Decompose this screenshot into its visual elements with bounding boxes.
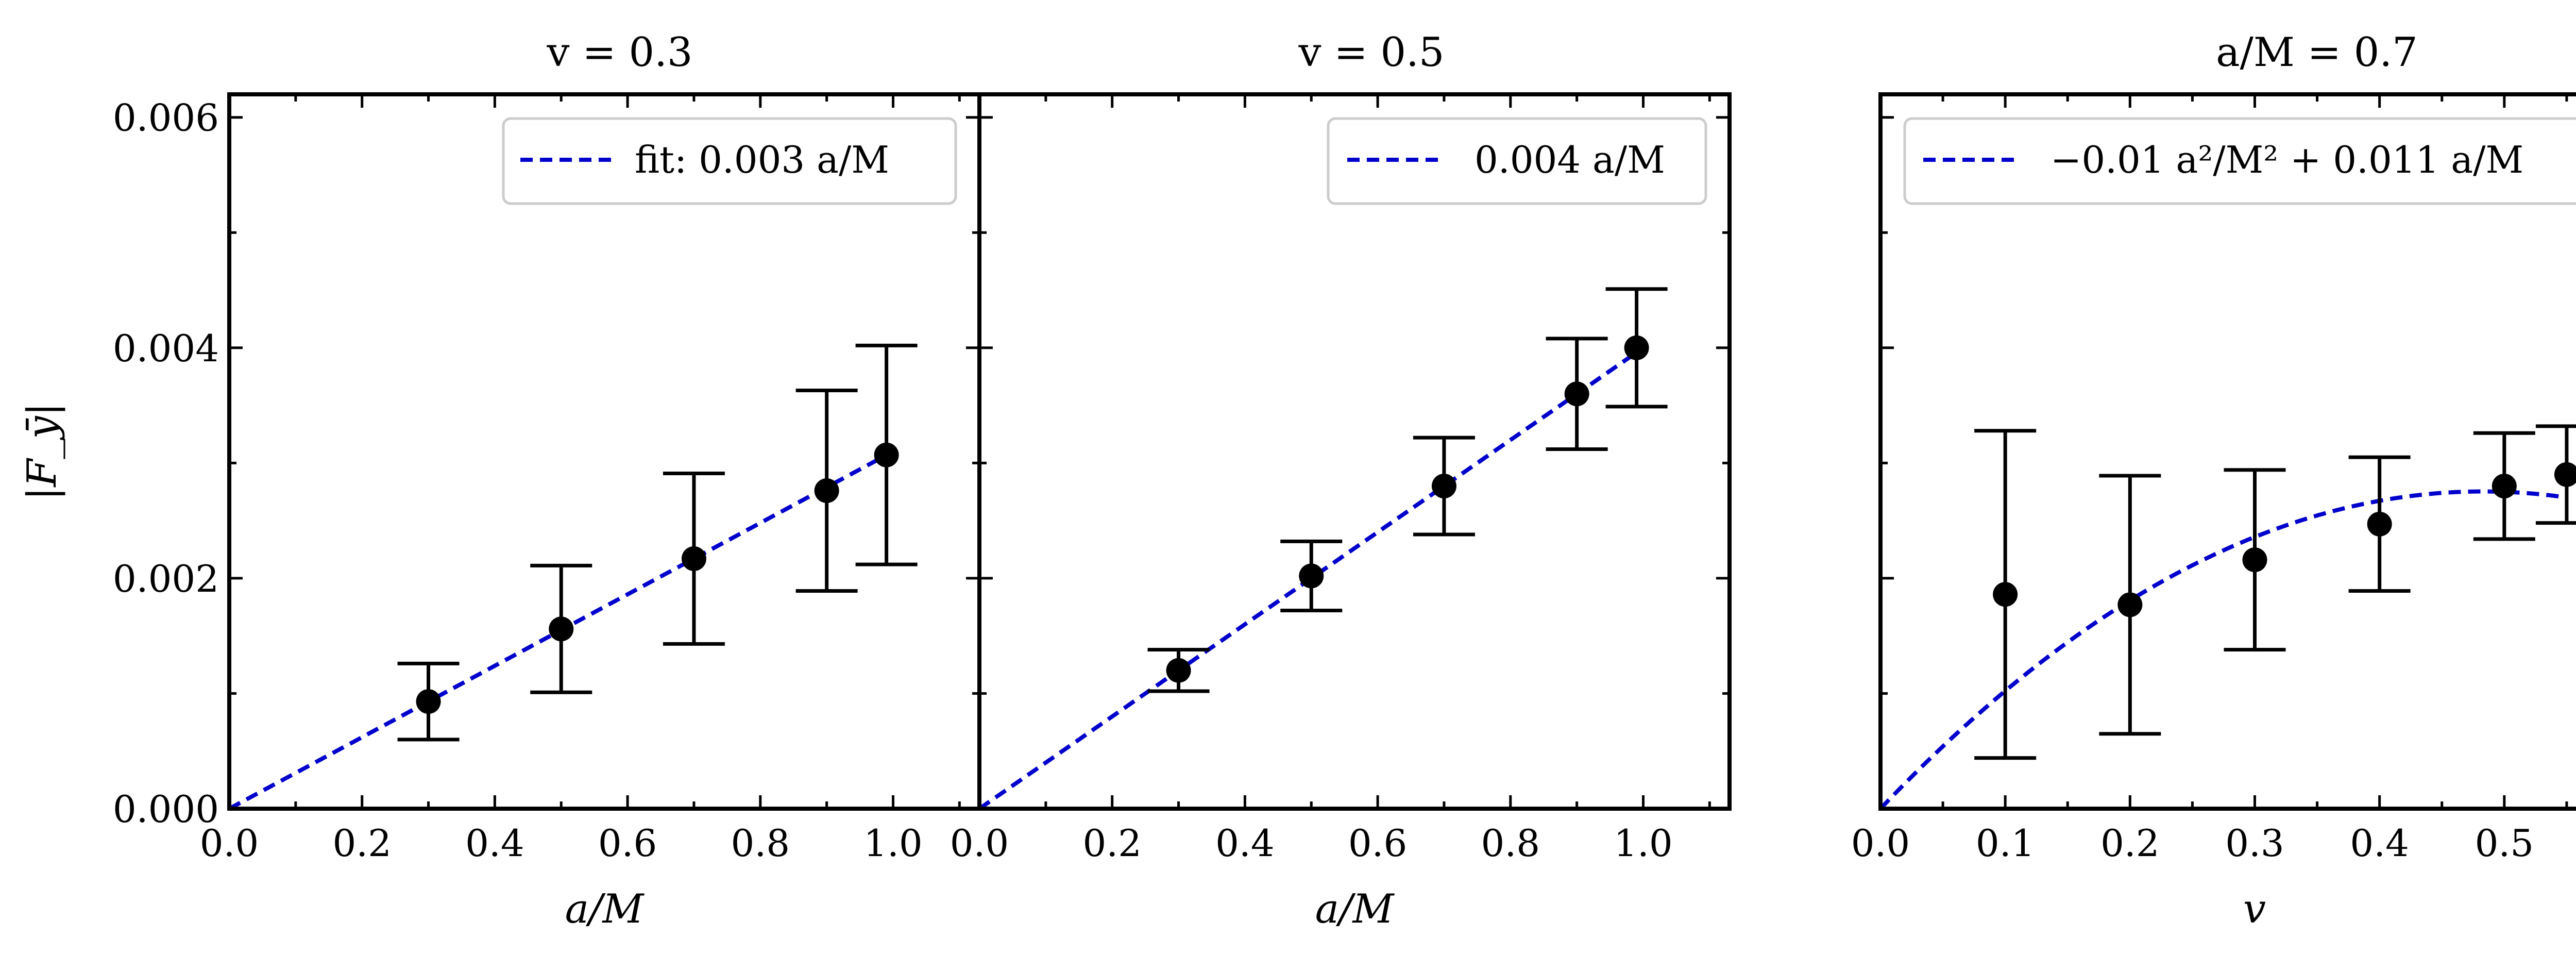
data-points-layer bbox=[1147, 287, 1668, 693]
x-tick-label: 0.2 bbox=[332, 822, 392, 865]
legend-fit-label: −0.01 a²/M² + 0.011 a/M bbox=[2050, 138, 2523, 181]
data-point bbox=[1299, 563, 1324, 589]
x-tick-label: 0.0 bbox=[200, 822, 259, 865]
x-tick-label: 0.0 bbox=[1851, 822, 1910, 865]
x-axis-label: a/M bbox=[565, 886, 645, 932]
data-point bbox=[1166, 658, 1191, 683]
data-point bbox=[1564, 381, 1589, 407]
x-tick-label: 0.3 bbox=[2225, 822, 2284, 865]
data-points-layer bbox=[397, 343, 918, 742]
fit-curve bbox=[978, 346, 1645, 811]
x-tick-label: 0.4 bbox=[465, 822, 524, 865]
data-point bbox=[416, 689, 441, 714]
x-tick-labels: 0.0 0.2 0.4 0.6 0.8 1.0 bbox=[950, 822, 1673, 865]
legend-box bbox=[502, 117, 957, 205]
x-tick-label: 0.8 bbox=[1481, 822, 1540, 865]
x-tick-label: 0.0 bbox=[950, 822, 1009, 865]
data-point bbox=[2492, 474, 2517, 499]
fit-curve-layer bbox=[1879, 489, 2567, 810]
x-tick-label: 1.0 bbox=[863, 822, 923, 865]
data-point bbox=[2367, 511, 2392, 537]
x-tick-label: 0.5 bbox=[2475, 822, 2534, 865]
data-point bbox=[874, 442, 899, 467]
panel-title: v = 0.5 bbox=[1298, 29, 1444, 76]
x-tick-label: 0.2 bbox=[1082, 822, 1142, 865]
panel-v-0-3: v = 0.3 0.0 0.2 0.4 0.6 0.8 1.0 0.0000.0020.0… bbox=[19, 29, 981, 932]
x-tick-label: 0.8 bbox=[731, 822, 790, 865]
y-tick-label: 0.004 bbox=[113, 327, 219, 370]
legend-fit-label: fit: 0.003 a/M bbox=[635, 138, 889, 181]
legend: 0.004 a/M bbox=[1327, 117, 1707, 205]
x-tick-labels: 0.00.10.20.30.40.50.6 bbox=[1851, 822, 2534, 865]
x-tick-label: 0.4 bbox=[2350, 822, 2409, 865]
x-tick-label: 0.2 bbox=[2100, 822, 2160, 865]
x-tick-label: 0.1 bbox=[1976, 822, 2035, 865]
fit-curve-layer bbox=[978, 346, 1645, 811]
y-tick-labels: 0.000 0.002 0.004 0.006 bbox=[113, 96, 219, 831]
data-points-layer bbox=[1974, 424, 2576, 760]
data-point bbox=[2242, 547, 2267, 573]
legend-box bbox=[1327, 117, 1707, 205]
x-axis-label: v bbox=[2243, 886, 2266, 932]
data-point bbox=[814, 478, 839, 504]
x-axis-label: a/M bbox=[1315, 886, 1395, 932]
data-point bbox=[549, 616, 574, 642]
data-point bbox=[1624, 335, 1649, 360]
panel-title: v = 0.3 bbox=[546, 29, 692, 76]
data-point bbox=[681, 546, 706, 571]
panel-a-over-m-0-7: a/M = 0.7 0.00.10.20.30.40.50.6 v −0.01 … bbox=[1851, 29, 2576, 932]
tick-marks bbox=[228, 94, 979, 810]
x-tick-label: 0.4 bbox=[1215, 822, 1275, 865]
x-tick-label: 1.0 bbox=[1614, 822, 1673, 865]
x-tick-labels: 0.0 0.2 0.4 0.6 0.8 1.0 bbox=[200, 822, 923, 865]
data-point bbox=[2554, 462, 2576, 487]
data-point bbox=[2117, 592, 2143, 617]
data-point bbox=[1431, 474, 1456, 499]
data-point bbox=[1993, 582, 2018, 607]
axes-frame bbox=[977, 92, 1732, 811]
y-tick-label: 0.002 bbox=[113, 557, 219, 600]
fit-curve bbox=[1879, 489, 2567, 810]
axes-frame bbox=[1878, 92, 2576, 811]
y-tick-label: 0.006 bbox=[113, 96, 219, 140]
panel-title: a/M = 0.7 bbox=[2216, 29, 2418, 76]
legend: fit: 0.003 a/M bbox=[502, 117, 957, 205]
legend-box bbox=[1903, 117, 2576, 205]
panel-v-0-5: v = 0.5 0.0 0.2 0.4 0.6 0.8 1.0 a/M 0.004 a/M bbox=[950, 29, 1732, 932]
tick-marks bbox=[1879, 94, 2568, 810]
legend: −0.01 a²/M² + 0.011 a/M bbox=[1903, 117, 2576, 205]
legend-fit-label: 0.004 a/M bbox=[1475, 138, 1665, 181]
x-tick-label: 0.6 bbox=[1348, 822, 1408, 865]
x-tick-label: 0.6 bbox=[598, 822, 657, 865]
y-tick-label: 0.000 bbox=[113, 788, 219, 831]
y-axis-label: |F_ȳ| bbox=[19, 403, 65, 500]
